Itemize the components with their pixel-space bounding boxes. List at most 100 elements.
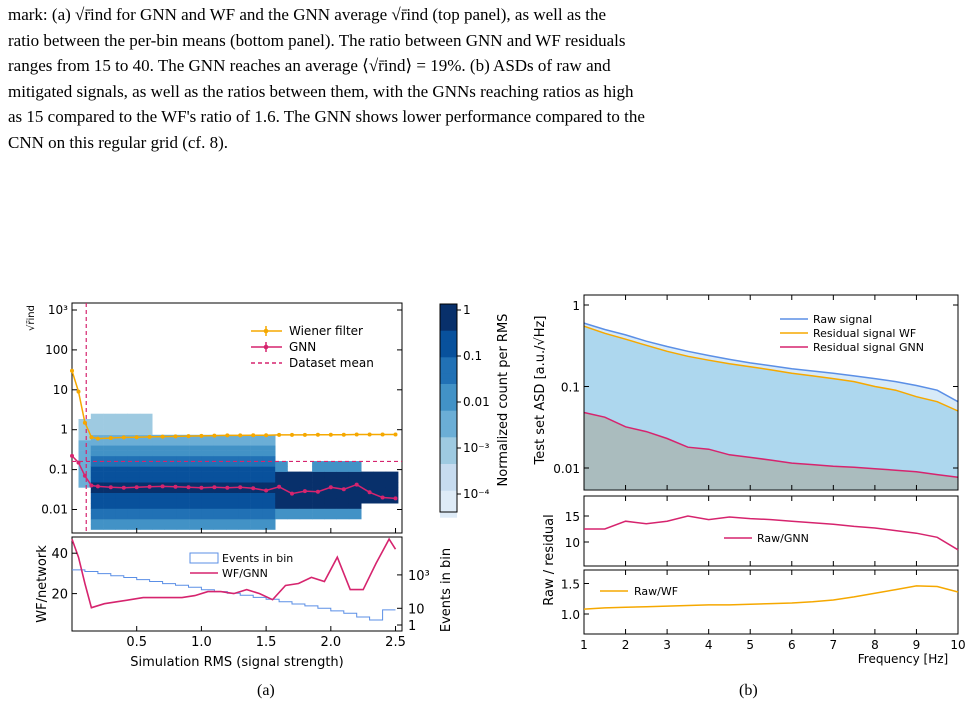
heatmap-cell [385, 482, 399, 488]
colorbar-tick-label: 0.01 [463, 395, 490, 409]
caption-line: mitigated signals, as well as the ratios… [8, 81, 634, 101]
heatmap-cell [189, 487, 202, 493]
heatmap-cell [262, 508, 276, 514]
heatmap-cell [373, 476, 387, 483]
colorbar-segment [440, 496, 457, 502]
heatmap-cell [176, 440, 190, 446]
heatmap-cell [287, 482, 301, 488]
heatmap-cell [213, 471, 227, 478]
colorbar-segment [440, 490, 457, 497]
a-top-series-point [354, 482, 359, 487]
a-top-series-point [277, 432, 282, 437]
heatmap-cell [115, 497, 128, 504]
heatmap-cell [127, 513, 141, 520]
heatmap-cell [90, 492, 104, 499]
heatmap-cell [385, 487, 399, 493]
heatmap-cell [127, 492, 141, 499]
a-top-ylabel: √r̄ind [26, 305, 37, 331]
b-top-legend-label: Raw signal [813, 313, 872, 326]
heatmap-cell [176, 503, 190, 509]
a-bottom-legend-label: Events in bin [222, 552, 293, 565]
heatmap-cell [189, 492, 202, 499]
heatmap-cell [176, 524, 190, 530]
heatmap-cell [348, 476, 362, 483]
heatmap-cell [201, 445, 214, 451]
heatmap-cell [115, 476, 128, 483]
caption-line: ranges from 15 to 40. The GNN reaches an… [8, 56, 611, 75]
heatmap-cell [139, 513, 153, 520]
heatmap-cell [226, 461, 239, 467]
b-bottom-frame [583, 569, 959, 635]
heatmap-cell [78, 476, 92, 483]
colorbar-segment [440, 373, 457, 379]
a-top-series-point [70, 453, 74, 458]
heatmap-cell [164, 455, 178, 462]
heatmap-cell [262, 434, 276, 441]
a-top-series-point [393, 432, 398, 437]
heatmap-cell [139, 508, 153, 514]
heatmap-cell [201, 471, 214, 478]
heatmap-cell [312, 466, 325, 472]
a-xtick-label: 0.5 [126, 635, 147, 650]
heatmap-cell [78, 450, 92, 457]
heatmap-cell [201, 503, 214, 509]
heatmap-cell [348, 503, 362, 509]
heatmap-cell [103, 492, 116, 499]
heatmap-cell [213, 445, 227, 451]
heatmap-cell [164, 471, 178, 478]
heatmap-cell [115, 513, 128, 520]
heatmap-cell [152, 508, 165, 514]
heatmap-cell [189, 440, 202, 446]
b-mid-ytick-label: 15 [565, 510, 580, 524]
colorbar-segment [440, 485, 457, 491]
heatmap-cell [90, 445, 104, 451]
a-top-series-point [328, 485, 333, 490]
heatmap-cell [152, 466, 165, 472]
heatmap-cell [262, 503, 276, 509]
heatmap-cell [164, 466, 178, 472]
heatmap-cell [115, 455, 128, 462]
heatmap-cell [201, 450, 214, 457]
heatmap-cell [127, 461, 141, 467]
heatmap-cell [78, 445, 92, 451]
heatmap-cell [103, 413, 116, 420]
colorbar-segment [440, 464, 457, 470]
heatmap-cell [312, 508, 325, 514]
heatmap-cell [226, 487, 239, 493]
heatmap-cell [299, 492, 313, 499]
heatmap-cell [312, 503, 325, 509]
heatmap-cell [115, 471, 128, 478]
colorbar-segment [440, 314, 457, 321]
heatmap-cell [213, 492, 227, 499]
heatmap-cell [139, 424, 153, 430]
colorbar-segment [440, 469, 457, 475]
heatmap-cell [152, 487, 165, 493]
heatmap-cell [115, 466, 128, 472]
a-top-series-point [70, 368, 74, 373]
gnn-residual-fill [584, 412, 958, 490]
heatmap-cell [262, 518, 276, 525]
heatmap-cell [139, 450, 153, 457]
a-top-legend-label: Dataset mean [289, 356, 374, 370]
heatmap-cell [152, 513, 165, 520]
heatmap-cell [250, 445, 264, 451]
heatmap-cell [361, 497, 374, 504]
a-top-series-point [380, 495, 385, 500]
heatmap-cell [189, 503, 202, 509]
b-top-mask [584, 490, 958, 496]
heatmap-cell [164, 445, 178, 451]
a-top-series-point [264, 433, 269, 438]
heatmap-cell [275, 492, 288, 499]
colorbar-segment [440, 341, 457, 347]
heatmap-cell [152, 476, 165, 483]
a-top-series-point [82, 473, 87, 478]
heatmap-cell [238, 503, 251, 509]
colorbar-segment [440, 480, 457, 486]
heatmap-cell [176, 518, 190, 525]
a-bottom-right-ylabel: Events in bin [439, 548, 454, 632]
a-bottom-legend-label: WF/GNN [222, 567, 268, 580]
heatmap-cell [287, 471, 301, 478]
b-bottom-ytick-label: 1.0 [561, 608, 580, 622]
colorbar-segment [440, 378, 457, 385]
heatmap-cell [238, 476, 251, 483]
